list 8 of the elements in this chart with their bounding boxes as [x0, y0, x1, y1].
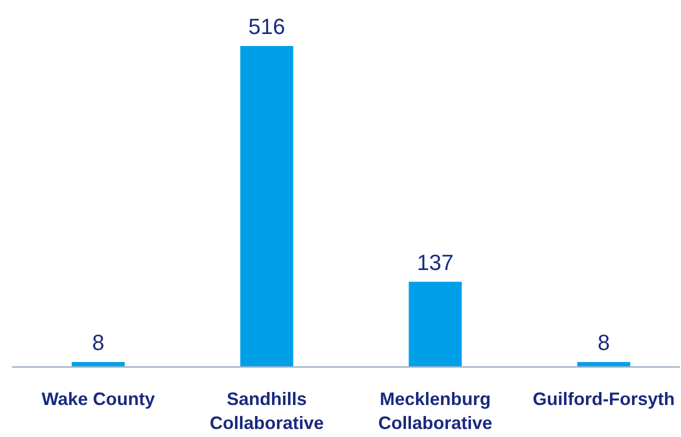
data-label: 516 [248, 14, 286, 39]
x-tick-label: Mecklenburg Collaborative [378, 389, 492, 433]
data-label: 8 [92, 330, 104, 356]
x-tick-label: Guilford-Forsyth [532, 389, 675, 409]
x-tick-label: Wake County [42, 389, 155, 409]
data-label: 137 [416, 250, 454, 275]
x-tick-label: Sandhills Collaborative [210, 389, 324, 433]
data-label: 8 [598, 330, 610, 356]
